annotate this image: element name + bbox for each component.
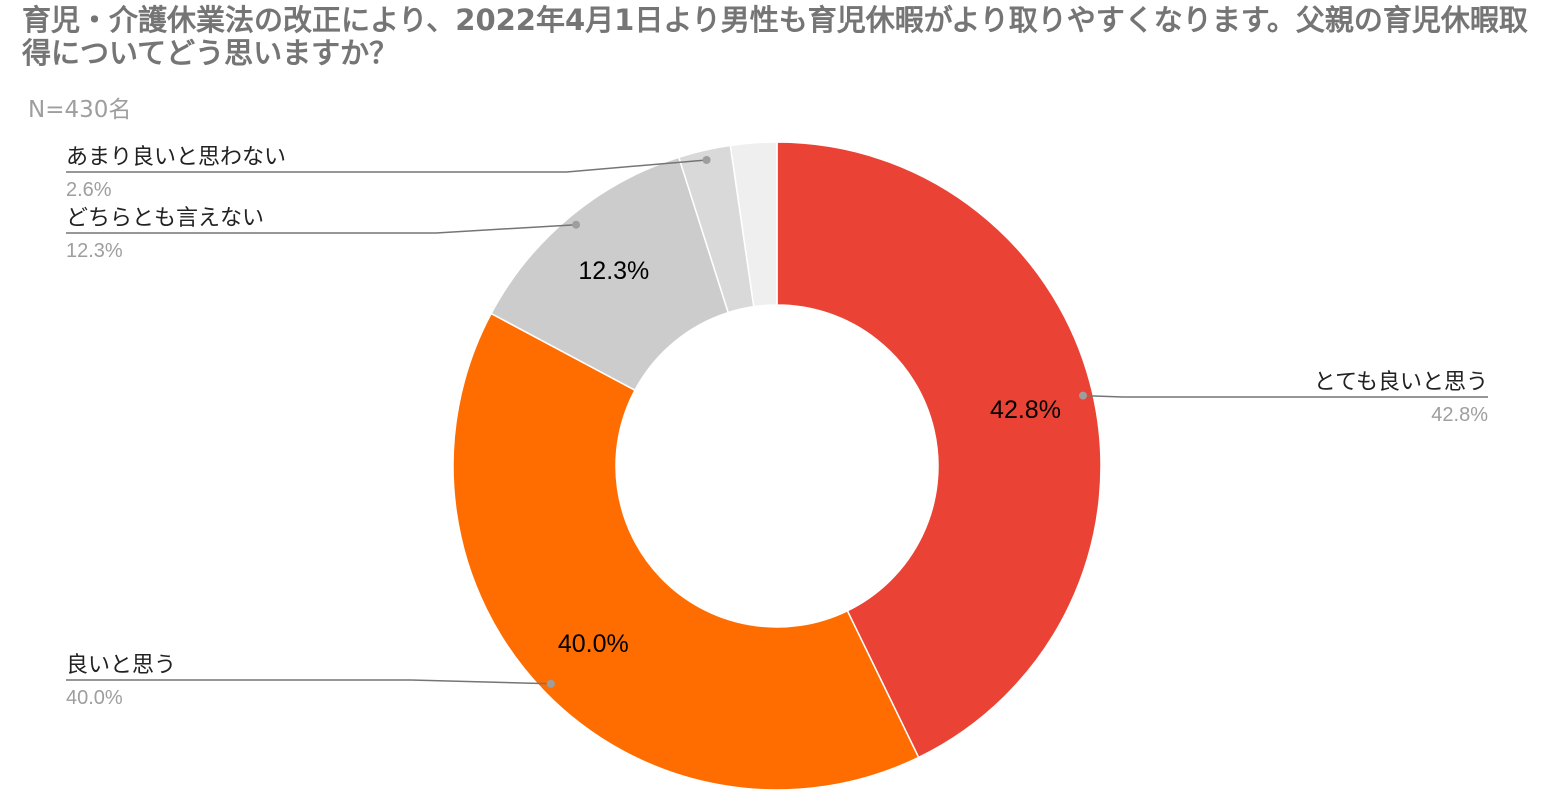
callout-value-4: 2.6% bbox=[66, 179, 112, 201]
callout-dot-3 bbox=[572, 220, 581, 229]
callout-line-2 bbox=[66, 679, 551, 685]
slice-5 bbox=[729, 141, 778, 308]
callout-label-2: 良いと思う bbox=[66, 653, 176, 678]
callout-dot-1 bbox=[1079, 391, 1088, 400]
callout-dot-2 bbox=[546, 679, 555, 688]
slice-2 bbox=[452, 312, 920, 791]
callout-line-3 bbox=[66, 223, 577, 234]
callout-value-3: 12.3% bbox=[66, 240, 123, 262]
slice-1 bbox=[776, 141, 1102, 759]
chart-title: 育児・介護休業法の改正により、2022年4月1日より男性も育児休暇がより取りやす… bbox=[22, 3, 1528, 70]
slices-group bbox=[452, 141, 1102, 791]
slice-value-label-2: 40.0% bbox=[558, 630, 629, 658]
slice-value-label-1: 42.8% bbox=[990, 396, 1061, 424]
callout-label-4: あまり良いと思わない bbox=[66, 145, 286, 170]
callouts-group: とても良いと思う 42.8% 良いと思う 40.0% どちらとも言えない 12.3% あまり… bbox=[66, 145, 1488, 709]
callout-value-1: 42.8% bbox=[1431, 404, 1488, 426]
callout-dot-4 bbox=[702, 155, 711, 164]
slice-value-label-3: 12.3% bbox=[578, 257, 649, 285]
callout-line-1 bbox=[1082, 394, 1488, 398]
slice-3 bbox=[490, 156, 730, 392]
inner-labels-group: 42.8% 40.0% 12.3% bbox=[558, 257, 1061, 658]
callout-label-1: とても良いと思う bbox=[1314, 370, 1488, 395]
callout-value-2: 40.0% bbox=[66, 687, 123, 709]
chart-subtitle: N=430名 bbox=[28, 97, 132, 123]
callout-line-4 bbox=[66, 159, 707, 173]
callout-label-3: どちらとも言えない bbox=[66, 206, 264, 231]
